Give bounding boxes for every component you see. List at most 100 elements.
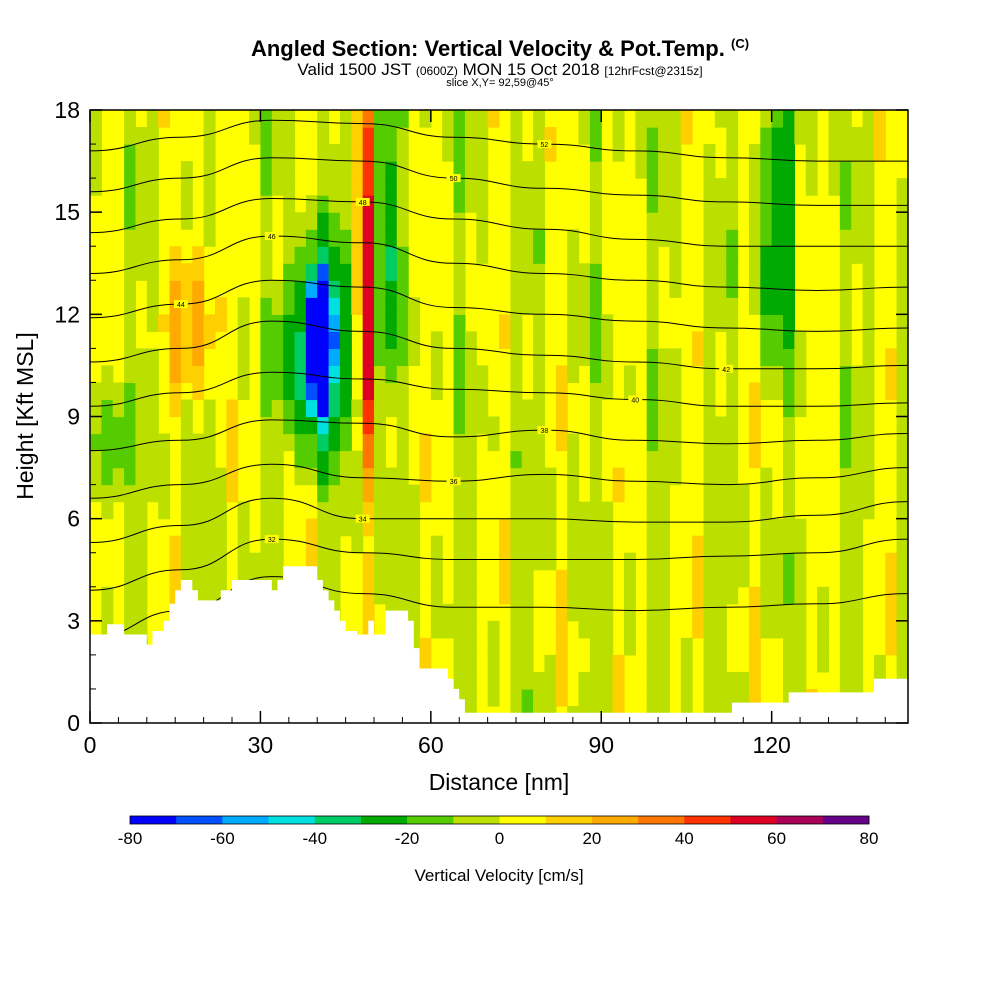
field-cell (453, 450, 466, 469)
field-cell (680, 671, 693, 690)
field-cell (90, 382, 102, 401)
field-cell (839, 280, 852, 298)
field-cell (464, 484, 477, 503)
field-cell (862, 399, 875, 418)
field-cell (90, 467, 102, 486)
x-axis: 0 30 60 90 120 (84, 110, 886, 758)
field-cell (453, 246, 466, 264)
field-cell (124, 280, 137, 298)
field-cell (726, 586, 739, 605)
field-cell (862, 144, 875, 162)
field-cell (703, 654, 716, 673)
field-cell (601, 654, 614, 673)
field-cell (362, 518, 375, 537)
field-cell (192, 263, 205, 281)
field-cell (453, 416, 466, 435)
field-cell (771, 552, 784, 571)
field-cell (317, 314, 330, 332)
field-cell (510, 331, 523, 349)
field-cell (135, 450, 148, 469)
field-cell (510, 399, 523, 418)
field-cell (703, 382, 716, 401)
field-cell (726, 110, 739, 128)
contour-label: 50 (450, 176, 458, 183)
field-cell (203, 127, 216, 145)
field-cell (260, 195, 273, 213)
field-cell (510, 552, 523, 571)
field-cell (362, 586, 375, 605)
field-cell (271, 382, 284, 401)
field-cell (703, 467, 716, 486)
field-cell (589, 297, 602, 315)
field-cell (408, 501, 421, 520)
field-cell (658, 569, 671, 588)
field-cell (533, 229, 546, 247)
field-cell (328, 501, 341, 520)
field-cell (260, 518, 273, 537)
field-cell (567, 297, 580, 315)
field-cell (771, 178, 784, 196)
field-cell (737, 501, 750, 520)
field-cell (476, 246, 489, 264)
field-cell (112, 433, 125, 452)
field-cell (305, 467, 318, 486)
field-cell (305, 450, 318, 469)
field-cell (567, 263, 580, 281)
field-cell (271, 161, 284, 179)
field-cell (703, 552, 716, 571)
field-cell (851, 416, 864, 435)
field-cell (169, 348, 182, 367)
field-cell (726, 365, 739, 384)
field-cell (714, 535, 727, 554)
field-cell (362, 297, 375, 315)
field-cell (203, 467, 216, 486)
field-cell (124, 263, 137, 281)
field-cell (442, 620, 455, 639)
contour-label: 48 (359, 200, 367, 207)
field-cell (567, 552, 580, 571)
field-cell (408, 297, 421, 315)
field-cell (839, 467, 852, 486)
field-cell (510, 382, 523, 401)
field-cell (567, 246, 580, 264)
field-cell (589, 212, 602, 230)
field-cell (374, 501, 386, 520)
field-cell (533, 671, 546, 690)
field-cell (453, 229, 466, 247)
colorbar-segment (407, 816, 454, 824)
field-cell (260, 246, 273, 264)
field-cell (726, 297, 739, 315)
field-cell (237, 569, 250, 588)
field-cell (748, 246, 761, 264)
field-cell (396, 110, 409, 128)
field-cell (771, 229, 784, 247)
field-cell (555, 433, 568, 452)
field-cell (124, 399, 137, 418)
field-cell (192, 450, 205, 469)
field-cell (203, 399, 216, 418)
field-cell (317, 297, 330, 315)
field-cell (169, 552, 182, 571)
field-cell (658, 110, 671, 128)
field-cell (396, 433, 409, 452)
field-cell (283, 212, 296, 230)
field-cell (692, 535, 705, 554)
field-cell (203, 195, 216, 213)
field-cell (362, 127, 375, 145)
field-cell (260, 416, 273, 435)
field-cell (783, 161, 795, 179)
field-cell (396, 297, 409, 315)
field-cell (839, 331, 852, 349)
field-cell (271, 467, 284, 486)
field-cell (453, 484, 466, 503)
field-cell (203, 586, 216, 605)
field-cell (589, 518, 602, 537)
field-cell (896, 297, 908, 315)
field-cell (533, 552, 546, 571)
theta-contour-50 (90, 157, 908, 206)
field-cell (510, 178, 523, 196)
field-cell (374, 450, 386, 469)
field-cell (612, 467, 625, 486)
field-cell (714, 297, 727, 315)
field-cell (328, 586, 341, 605)
